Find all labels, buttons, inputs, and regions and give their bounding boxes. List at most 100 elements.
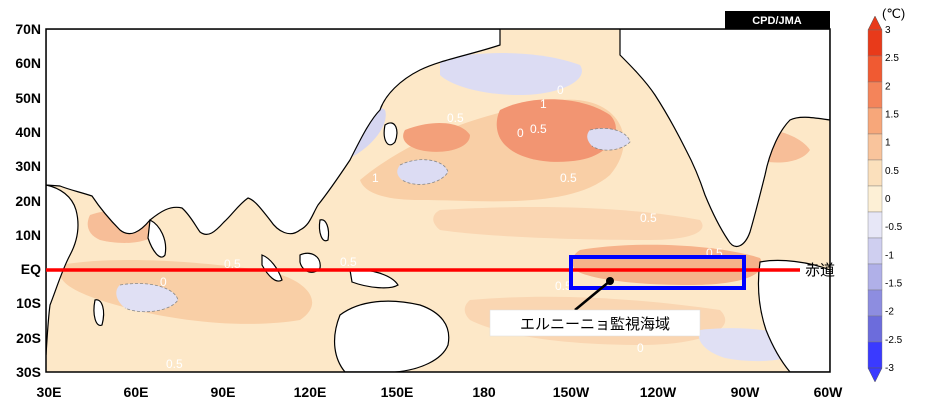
- lon-label: 150E: [381, 384, 414, 400]
- hot-patch-central-north: [496, 99, 616, 162]
- contour-label: 0.5: [340, 255, 357, 269]
- callout-label-box: [489, 309, 701, 337]
- colorbar-segment: [867, 263, 883, 291]
- credit-label: CPD/JMA: [752, 15, 802, 27]
- colorbar-unit: (℃): [882, 6, 905, 21]
- colorbar: (℃) 3 2.5 2 1.5 1 0.5 0 -0.5 -1 -1.5 -2 -2.5 -3: [867, 6, 905, 383]
- colorbar-segment: [867, 107, 883, 135]
- lon-label: 90W: [731, 384, 761, 400]
- lon-label: 60E: [124, 384, 149, 400]
- colorbar-ticks: 3 2.5 2 1.5 1 0.5 0 -0.5 -1 -1.5 -2 -2.5 -3: [885, 25, 903, 374]
- colorbar-segment: [867, 289, 883, 317]
- colorbar-segment: [867, 29, 883, 57]
- lon-label: 60W: [814, 384, 844, 400]
- contour-label: 0: [517, 126, 524, 140]
- lat-label: 20S: [16, 330, 41, 346]
- contour-label: 0.5: [224, 257, 241, 271]
- land-madagascar: [93, 299, 105, 326]
- colorbar-tick-label: -0.5: [885, 222, 903, 233]
- longitude-axis: 30E 60E 90E 120E 150E 180 150W 120W 90W …: [37, 384, 844, 400]
- lat-label: 10N: [15, 227, 41, 243]
- colorbar-segment: [867, 237, 883, 265]
- contour-label: 0.5: [447, 111, 464, 125]
- colorbar-tick-label: 0.5: [885, 166, 899, 177]
- lat-label: 30N: [15, 158, 41, 174]
- land-australia: [333, 300, 450, 372]
- hot-patch-kuroshio: [403, 123, 470, 152]
- contour-label: 1: [372, 171, 379, 185]
- land-north-america: [619, 29, 830, 248]
- latitude-axis: 70N 60N 50N 40N 30N 20N 10N EQ 10S 20S 3…: [15, 21, 41, 380]
- lon-label: 180: [472, 384, 496, 400]
- colorbar-segments: [867, 15, 883, 383]
- colorbar-tick-label: 2.5: [885, 53, 899, 64]
- nino-monitoring-box: [569, 255, 746, 290]
- contour-label: 0.5: [166, 357, 183, 371]
- lat-label: EQ: [21, 261, 41, 277]
- warm-band-equatorial-indian: [59, 260, 313, 324]
- colorbar-segment: [867, 315, 883, 343]
- lat-label: 60N: [15, 55, 41, 71]
- lon-label: 30E: [37, 384, 62, 400]
- lat-label: 50N: [15, 90, 41, 106]
- contour-label: 0.5: [530, 122, 547, 136]
- colorbar-tick-label: -2: [885, 307, 894, 318]
- contour-label: 0.5: [555, 279, 572, 293]
- colorbar-tick-label: 2: [885, 81, 891, 92]
- anomaly-fields: 0.5 1 0 0.5 1 0.5 0.5 0 0.5 0.5 0 0.5 0.…: [46, 29, 830, 372]
- contour-label: 0.5: [560, 171, 577, 185]
- land-india: [147, 219, 167, 258]
- lon-label: 90E: [211, 384, 236, 400]
- credit-box: [725, 11, 830, 29]
- colorbar-segment: [867, 55, 883, 83]
- land-philippines: [318, 219, 330, 242]
- contour-label: 0.5: [640, 211, 657, 225]
- warm-band-tropical-north: [433, 207, 703, 240]
- colorbar-tick-label: 0: [885, 194, 891, 205]
- colorbar-tick-label: 1: [885, 138, 891, 149]
- contour-label: 0: [637, 341, 644, 355]
- contour-label: 0: [160, 275, 167, 289]
- lat-label: 40N: [15, 124, 41, 140]
- land-eurasia: [46, 29, 501, 235]
- cool-patch-subtropical: [397, 159, 448, 185]
- colorbar-top-arrow: [867, 15, 883, 31]
- lon-label: 120E: [294, 384, 327, 400]
- colorbar-tick-label: 3: [885, 25, 891, 36]
- land-borneo: [299, 252, 321, 273]
- map-frame: [45, 28, 831, 373]
- colorbar-segment: [867, 133, 883, 161]
- contour-line: [119, 283, 179, 313]
- colorbar-segment: [867, 211, 883, 239]
- colorbar-tick-label: -2.5: [885, 335, 903, 346]
- cool-patch-bering: [440, 53, 582, 95]
- land-japan: [383, 122, 398, 146]
- callout-label: エルニーニョ監視海域: [520, 316, 670, 333]
- lon-label: 150W: [553, 384, 590, 400]
- lat-label: 20N: [15, 193, 41, 209]
- contour-lines: [119, 127, 631, 313]
- colorbar-tick-label: -1: [885, 250, 894, 261]
- colorbar-segment: [867, 185, 883, 213]
- lat-label: 10S: [16, 295, 41, 311]
- landmasses: [46, 29, 830, 372]
- colorbar-tick-label: -3: [885, 363, 894, 374]
- colorbar-segment: [867, 159, 883, 187]
- cool-patch-west-indian-south: [116, 283, 178, 312]
- colorbar-tick-label: -1.5: [885, 279, 903, 290]
- lon-label: 120W: [640, 384, 677, 400]
- callout-leader-line: [574, 280, 611, 311]
- cool-patch-north-central: [587, 128, 630, 151]
- warm-band-east-pacific: [572, 244, 762, 285]
- equator-label: 赤道: [805, 262, 835, 279]
- lat-label: 70N: [15, 21, 41, 37]
- contour-label: 1: [540, 97, 547, 111]
- colorbar-tick-label: 1.5: [885, 110, 899, 121]
- colorbar-segment: [867, 341, 883, 369]
- land-south-america: [757, 259, 830, 372]
- lat-label: 30S: [16, 364, 41, 380]
- colorbar-segment: [867, 81, 883, 109]
- contour-label: 0: [557, 83, 564, 97]
